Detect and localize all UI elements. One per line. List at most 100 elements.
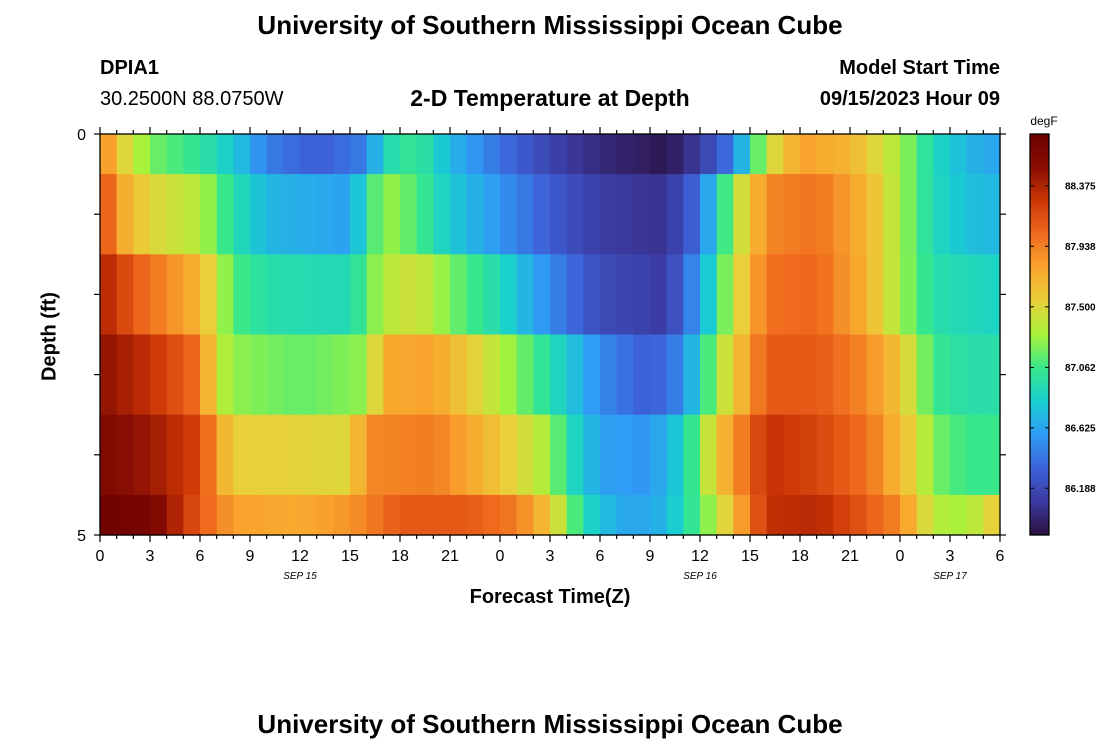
heatmap-cell: [266, 494, 284, 536]
heatmap-cell: [516, 174, 534, 255]
heatmap-cell: [816, 334, 834, 416]
heatmap-cell: [900, 254, 918, 336]
heatmap-cell: [983, 134, 1001, 175]
heatmap-cell: [283, 174, 301, 255]
heatmap-cell: [266, 254, 284, 336]
heatmap-cell: [900, 494, 918, 536]
colorbar-bar: [1029, 133, 1050, 536]
heatmap-cell: [933, 174, 951, 255]
heatmap-cell: [566, 334, 584, 416]
heatmap-cell: [816, 254, 834, 336]
heatmap-cell: [816, 414, 834, 496]
heatmap-cell: [916, 494, 934, 536]
heatmap-cell: [533, 414, 551, 496]
heatmap-cell: [450, 494, 468, 536]
heatmap-cell: [683, 174, 701, 255]
heatmap-cell: [116, 174, 134, 255]
heatmap-cell: [900, 134, 918, 175]
heatmap-cell: [716, 494, 734, 536]
heatmap-cell: [850, 254, 868, 336]
heatmap-cell: [700, 174, 718, 255]
heatmap-cell: [783, 414, 801, 496]
colorbar-tick-label: 86.625: [1065, 423, 1096, 434]
x-date-label: SEP 15: [283, 571, 317, 582]
heatmap-cell: [466, 174, 484, 255]
heatmap-cell: [983, 494, 1001, 536]
heatmap-cell: [350, 414, 368, 496]
heatmap-cell: [583, 334, 601, 416]
heatmap-cell: [166, 174, 184, 255]
heatmap-cell: [383, 414, 401, 496]
heatmap-cell: [250, 174, 268, 255]
heatmap-cell: [400, 494, 418, 536]
heatmap-cell: [600, 134, 618, 175]
heatmap-cell: [650, 254, 668, 336]
heatmap-cell: [166, 334, 184, 416]
heatmap-cell: [966, 254, 984, 336]
heatmap-cell: [633, 334, 651, 416]
heatmap-cell: [333, 494, 351, 536]
heatmap-cell: [916, 134, 934, 175]
heatmap-cell: [450, 414, 468, 496]
heatmap-cell: [216, 494, 234, 536]
heatmap-cell: [333, 414, 351, 496]
heatmap-cell: [416, 494, 434, 536]
heatmap-cell: [783, 334, 801, 416]
heatmap-cell: [516, 494, 534, 536]
heatmap-cell: [666, 494, 684, 536]
heatmap-cell: [433, 134, 451, 175]
heatmap-cell: [966, 134, 984, 175]
heatmap-cell: [716, 334, 734, 416]
heatmap-cell: [800, 494, 818, 536]
heatmap-cell: [200, 254, 218, 336]
heatmap-cell: [466, 334, 484, 416]
x-tick-label: 15: [341, 548, 359, 565]
heatmap-cell: [500, 494, 518, 536]
heatmap-cell: [883, 254, 901, 336]
heatmap-cell: [833, 414, 851, 496]
heatmap-cell: [116, 254, 134, 336]
heatmap-cell: [800, 174, 818, 255]
colorbar-tick-label: 88.375: [1065, 181, 1096, 192]
heatmap-cell: [233, 174, 251, 255]
heatmap-cell: [716, 134, 734, 175]
heatmap-cell: [433, 494, 451, 536]
heatmap-cell: [666, 334, 684, 416]
heatmap-cell: [850, 414, 868, 496]
x-tick-label: 9: [246, 548, 255, 565]
heatmap-cell: [733, 134, 751, 175]
heatmap-cell: [716, 254, 734, 336]
heatmap-cell: [566, 134, 584, 175]
heatmap-cell: [766, 134, 784, 175]
heatmap-cell: [666, 134, 684, 175]
y-axis: 05: [77, 127, 1006, 545]
heatmap-cell: [933, 254, 951, 336]
heatmap-cell: [583, 134, 601, 175]
x-tick-label: 0: [896, 548, 905, 565]
heatmap-cell: [666, 254, 684, 336]
heatmap-cell: [733, 414, 751, 496]
heatmap-cell: [150, 334, 168, 416]
x-tick-label: 18: [391, 548, 409, 565]
station-coordinates: 30.2500N 88.0750W: [100, 88, 284, 110]
heatmap-cell: [350, 334, 368, 416]
heatmap-cell: [166, 414, 184, 496]
heatmap-cell: [983, 414, 1001, 496]
heatmap-cell: [383, 134, 401, 175]
heatmap-cell: [216, 334, 234, 416]
heatmap-cell: [266, 134, 284, 175]
colorbar-tick-label: 86.188: [1065, 484, 1096, 495]
heatmap-cell: [766, 414, 784, 496]
heatmap-cell: [983, 174, 1001, 255]
heatmap-cell: [300, 174, 318, 255]
y-tick-label: 5: [77, 528, 86, 545]
heatmap-cell: [350, 254, 368, 336]
x-axis: 0 3 6 9 12 15 18 21 0 3 6 9 12 15 18 21 0 3 6 SEP 15 SEP 16 S…: [96, 127, 1005, 582]
heatmap-cell: [600, 254, 618, 336]
footer-title: University of Southern Mississippi Ocean…: [257, 709, 843, 739]
heatmap-cell: [833, 134, 851, 175]
heatmap-cell: [216, 174, 234, 255]
heatmap-cell: [316, 174, 334, 255]
heatmap-cell: [750, 134, 768, 175]
heatmap-cell: [266, 334, 284, 416]
